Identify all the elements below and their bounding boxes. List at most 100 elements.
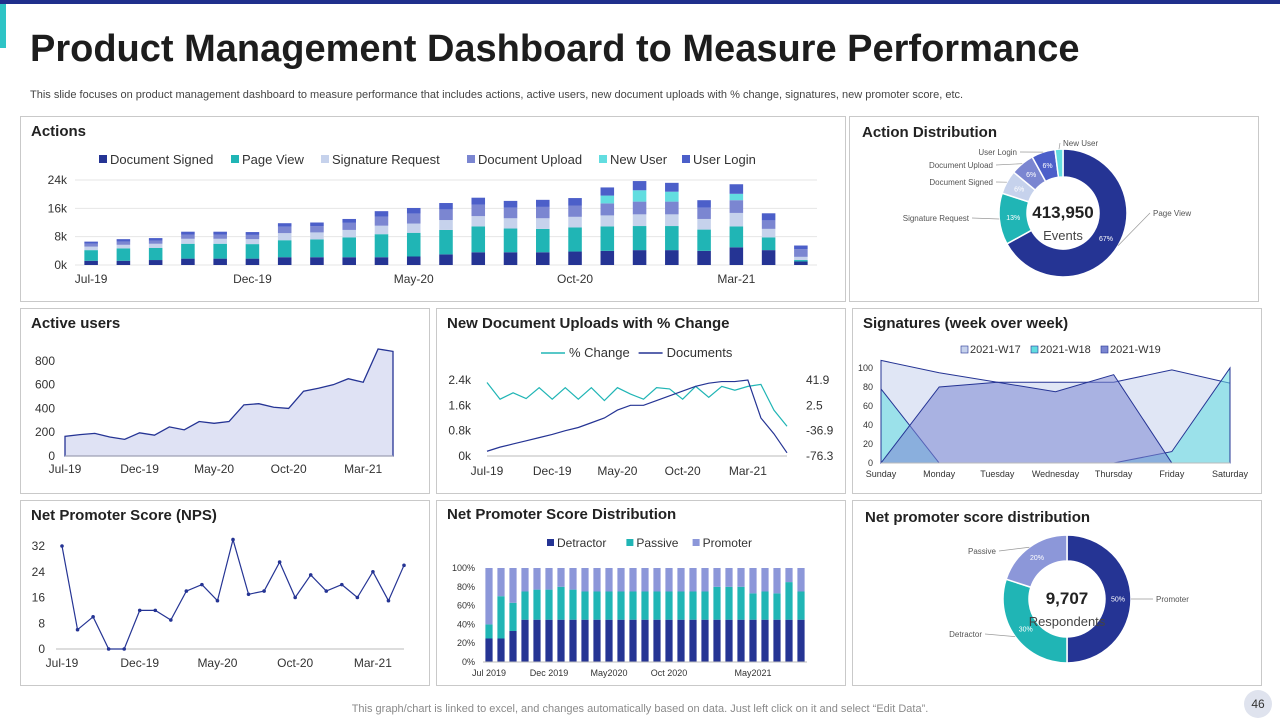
nps-point xyxy=(262,589,266,593)
actions-bar-segment xyxy=(439,220,453,230)
actions-bar-segment xyxy=(439,209,453,221)
action-distribution-leader-line xyxy=(1058,142,1061,150)
actions-bar-segment xyxy=(503,228,518,253)
actions-bar-segment xyxy=(568,251,582,265)
nps-bar-legend-label: Passive xyxy=(636,536,678,550)
actions-bar-segment xyxy=(213,243,227,259)
nps-bar-segment xyxy=(485,638,493,662)
actions-bar-segment xyxy=(600,250,615,265)
nps-bar-segment xyxy=(677,619,685,662)
new-document-uploads-chart: 0k 0.8k 1.6k 2.4k -76.3 -36.9 2.5 41.9 Jul-19 Dec… xyxy=(448,345,833,478)
actions-bar-segment xyxy=(632,226,647,251)
active-users-title: Active users xyxy=(31,315,121,332)
nps-bar-y-tick: 60% xyxy=(457,601,475,611)
nps-x-tick: Dec-19 xyxy=(120,656,159,670)
actions-y-tick: 16k xyxy=(48,201,68,215)
docs-series-line xyxy=(486,382,788,427)
nps-chart: 0 8 16 24 32 Jul-19 Dec-19 May-20 Oct-20 Mar-21 xyxy=(32,537,406,670)
actions-bar-segment xyxy=(794,249,808,257)
nps-bar-segment xyxy=(593,619,601,662)
nps-bar-segment xyxy=(653,568,661,592)
actions-bar-segment xyxy=(729,193,744,201)
nps-bar-segment xyxy=(665,619,673,662)
nps-bar-segment xyxy=(557,586,565,620)
nps-distribution-slice-label: 30% xyxy=(1019,626,1033,633)
actions-bar-segment xyxy=(277,226,292,234)
actions-legend-swatch xyxy=(321,155,329,163)
actions-bar-segment xyxy=(406,213,421,224)
action-distribution-slice-label: 6% xyxy=(1026,172,1036,179)
actions-bar-segment xyxy=(471,226,486,253)
nps-bar-segment xyxy=(689,619,697,662)
actions-x-tick: Dec-19 xyxy=(233,272,272,286)
nps-bar-segment xyxy=(617,619,625,662)
actions-bar-segment xyxy=(632,190,647,202)
nps-point xyxy=(153,608,158,613)
nps-point xyxy=(308,573,313,577)
nps-bar-segment xyxy=(557,568,565,587)
page-subtitle: This slide focuses on product management… xyxy=(30,89,964,101)
signatures-x-tick: Wednesday xyxy=(1032,469,1080,479)
docs-x-tick: May-20 xyxy=(597,464,637,478)
actions-bar-segment xyxy=(181,238,195,244)
actions-bar-segment xyxy=(761,237,776,251)
actions-bar-segment xyxy=(374,216,389,226)
nps-bar-segment xyxy=(617,568,625,592)
active-users-y-tick: 800 xyxy=(35,354,55,368)
nps-point xyxy=(324,589,329,593)
actions-bar-segment xyxy=(181,231,195,235)
nps-bar-x-tick: Oct 2020 xyxy=(651,668,688,678)
nps-point xyxy=(169,618,173,622)
actions-bar-segment xyxy=(277,257,292,265)
actions-bar-segment xyxy=(406,232,421,257)
footnote: This graph/chart is linked to excel, and… xyxy=(351,703,929,715)
action-distribution-slice-name: Document Signed xyxy=(929,178,993,187)
nps-bar-legend-swatch xyxy=(692,539,700,546)
actions-legend-label: Document Signed xyxy=(110,152,213,167)
docs-x-tick: Jul-19 xyxy=(471,464,504,478)
actions-bar-segment xyxy=(600,226,615,251)
actions-chart: 0k 8k 16k 24k Jul-19 Dec-19 May-20 Oct-20 Mar-21… xyxy=(48,152,817,286)
actions-bar-segment xyxy=(536,252,550,265)
actions-bar-segment xyxy=(148,248,163,261)
nps-bar-segment xyxy=(629,591,637,620)
nps-bar-x-tick: May2020 xyxy=(590,668,627,678)
action-distribution-panel: Action Distribution 67% Page View 13% Signa… xyxy=(849,116,1259,302)
actions-bar-segment xyxy=(342,237,356,258)
nps-bar-segment xyxy=(497,596,505,639)
actions-bar-segment xyxy=(697,200,711,208)
actions-bar-segment xyxy=(697,229,711,251)
actions-bar-segment xyxy=(213,238,227,244)
active-users-x-tick: Dec-19 xyxy=(120,462,159,476)
nps-point xyxy=(231,537,235,542)
nps-bar-segment xyxy=(689,568,697,592)
nps-bar-segment xyxy=(557,619,565,662)
nps-panel: Net Promoter Score (NPS) 0 8 16 24 32 Jul-19 D… xyxy=(20,500,430,686)
actions-bar-segment xyxy=(310,232,324,240)
action-distribution-slice-name: Signature Request xyxy=(903,214,970,223)
actions-bar-segment xyxy=(342,222,356,230)
actions-bar-segment xyxy=(310,226,324,233)
nps-point xyxy=(355,595,360,600)
signatures-y-tick: 20 xyxy=(863,439,873,449)
actions-bar-segment xyxy=(665,250,679,265)
nps-x-tick: Mar-21 xyxy=(354,656,392,670)
action-distribution-center-value: 413,950 xyxy=(1032,203,1093,222)
actions-bar-segment xyxy=(471,252,486,265)
actions-bar-segment xyxy=(439,203,453,210)
nps-point xyxy=(75,627,80,632)
actions-bar-segment xyxy=(729,247,744,265)
nps-point xyxy=(106,647,111,651)
actions-bar-segment xyxy=(729,226,744,248)
action-distribution-slice-label: 67% xyxy=(1099,236,1113,243)
actions-bar-segment xyxy=(213,258,227,265)
actions-bar-segment xyxy=(471,197,486,205)
nps-point xyxy=(386,598,391,603)
actions-bar-segment xyxy=(84,246,98,251)
docs-y-left-tick: 0.8k xyxy=(448,424,472,438)
actions-panel: Actions 0k 8k 16k 24k Jul-19 Dec-19 May-20 Oct-… xyxy=(20,116,846,302)
nps-bar-segment xyxy=(485,568,493,625)
actions-bar-segment xyxy=(568,198,582,206)
actions-bar-segment xyxy=(374,234,389,258)
actions-bar-segment xyxy=(116,244,131,249)
